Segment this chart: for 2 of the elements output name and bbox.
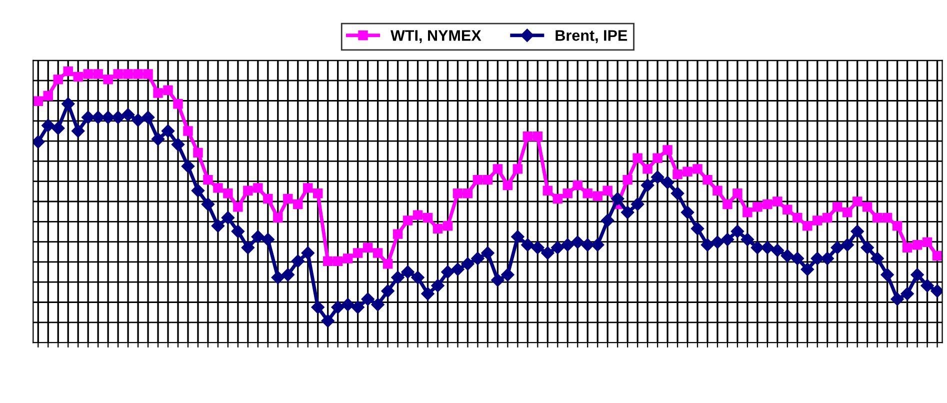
legend-label: Brent, IPE: [556, 30, 628, 44]
legend-label: WTI, NYMEX: [390, 30, 482, 44]
